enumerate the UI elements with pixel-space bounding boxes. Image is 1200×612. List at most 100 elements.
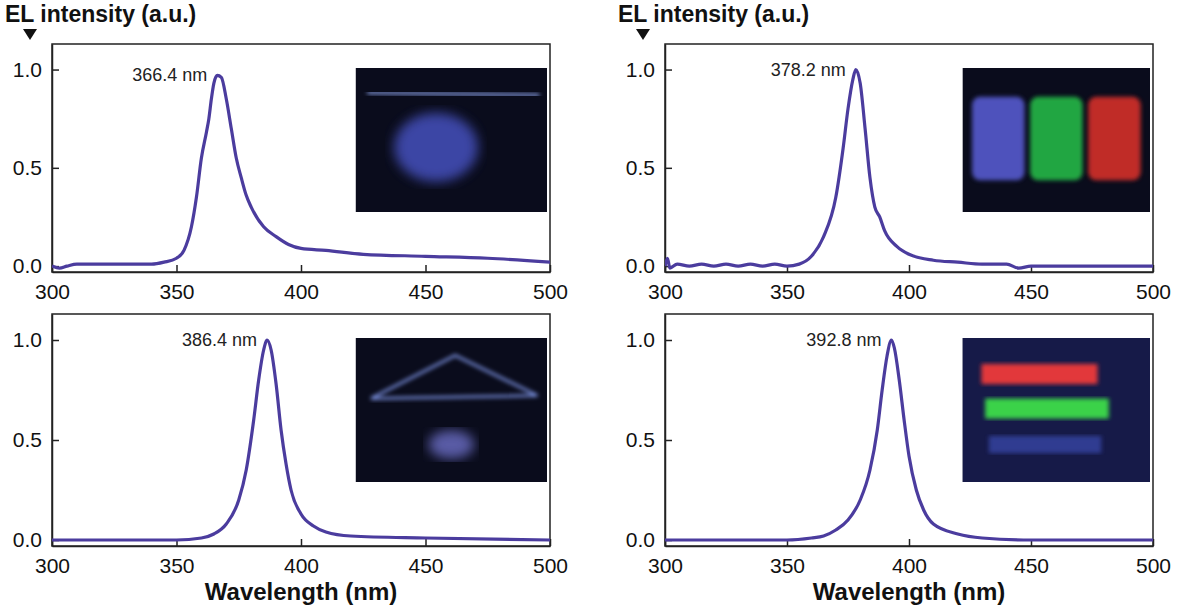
peak-label: 392.8 nm: [806, 330, 881, 350]
inset-photo: [963, 68, 1150, 212]
x-tick-label: 300: [35, 554, 70, 577]
y-axis-line: [52, 45, 54, 273]
panel: 3003504004505000.00.51.0366.4 nmEL inten…: [5, 1, 568, 303]
inset-background: [356, 338, 547, 482]
y-tick-label: 0.5: [13, 156, 42, 179]
y-tick: 1.0: [626, 58, 672, 81]
x-tick-mark: [550, 265, 552, 272]
x-tick-label: 300: [35, 280, 70, 303]
x-axis-title: Wavelength (nm): [205, 578, 397, 605]
y-tick-label: 0.0: [626, 254, 655, 277]
y-tick-mark: [665, 440, 672, 442]
x-tick-label: 400: [892, 280, 927, 303]
peak-label: 366.4 nm: [132, 65, 207, 85]
inset-print: [981, 364, 1097, 384]
x-tick-mark: [909, 265, 911, 272]
y-tick-label: 0.0: [626, 528, 655, 551]
y-tick: 1.0: [626, 328, 672, 351]
inset-background: [963, 338, 1150, 482]
y-tick-label: 1.0: [626, 328, 655, 351]
y-tick: 0.5: [13, 428, 59, 451]
inset-haze: [963, 338, 1150, 482]
x-tick: 400: [892, 539, 927, 577]
inset-photo: [963, 338, 1150, 482]
inset-vial: [1088, 97, 1140, 181]
x-tick-mark: [301, 265, 303, 272]
y-tick-label: 0.5: [626, 156, 655, 179]
y-tick-label: 0.5: [13, 428, 42, 451]
x-tick: 450: [408, 265, 443, 303]
y-tick-mark: [52, 168, 59, 170]
x-tick-label: 300: [648, 554, 683, 577]
x-tick-label: 500: [1136, 280, 1171, 303]
y-tick: 1.0: [13, 58, 59, 81]
plot-area: [665, 340, 1153, 540]
spectrum-line: [665, 340, 1153, 540]
inset-vial: [1030, 97, 1082, 181]
y-tick-mark: [52, 69, 59, 71]
x-tick: 450: [1014, 265, 1049, 303]
y-tick: 0.5: [626, 428, 672, 451]
x-tick: 500: [533, 539, 568, 577]
y-axis: 0.0 0.5 1.0: [626, 45, 672, 278]
inset-edge: [371, 355, 537, 398]
inset-print: [989, 436, 1101, 453]
x-tick: 500: [533, 265, 568, 303]
y-axis: 0.0 0.5 1.0: [13, 45, 59, 278]
y-tick: 0.5: [626, 156, 672, 179]
x-axis: 300350400450500: [35, 265, 568, 303]
chart-canvas: 300 350 400 450 500 0.0 0.5 1.0 366.4 nm EL inten…: [0, 0, 1200, 612]
x-tick-label: 350: [770, 554, 805, 577]
panel: 3003504004505000.00.51.0392.8 nmWaveleng…: [626, 314, 1171, 605]
x-tick-mark: [301, 539, 303, 546]
y-tick: 0.5: [13, 156, 59, 179]
y-axis-title: EL intensity (a.u.): [5, 1, 196, 27]
x-tick-mark: [909, 539, 911, 546]
x-tick-label: 500: [533, 554, 568, 577]
y-tick-mark: [665, 69, 672, 71]
x-tick: 350: [159, 539, 194, 577]
x-tick-label: 450: [1014, 280, 1049, 303]
x-tick-label: 450: [1014, 554, 1049, 577]
x-axis: 300350400450500: [35, 539, 568, 577]
x-tick: 400: [892, 265, 927, 303]
y-tick-mark: [52, 340, 59, 342]
x-tick: 500: [1136, 539, 1171, 577]
x-tick: 350: [770, 539, 805, 577]
y-tick-label: 1.0: [626, 58, 655, 81]
x-tick: 450: [408, 539, 443, 577]
x-axis: 300 350 400 450 500: [648, 265, 1171, 303]
x-tick-label: 350: [159, 554, 194, 577]
y-axis-line: [52, 315, 54, 547]
panel: 3003504004505000.00.51.0378.2 nmEL inten…: [618, 1, 1171, 303]
inset-print: [985, 398, 1109, 418]
x-tick-label: 350: [770, 280, 805, 303]
inset-photo: [356, 338, 547, 482]
y-tick-mark: [665, 340, 672, 342]
y-tick-label: 1.0: [13, 328, 42, 351]
x-tick-label: 400: [284, 280, 319, 303]
inset-background: [963, 68, 1150, 212]
inset-background: [356, 68, 547, 212]
y-tick-mark: [52, 440, 59, 442]
x-tick-mark: [176, 265, 178, 272]
y-tick-label: 1.0: [13, 58, 42, 81]
y-axis: 0.0 0.5 1.0: [626, 315, 672, 552]
y-axis-line: [665, 45, 667, 273]
inset-photo: [356, 68, 547, 212]
y-tick-label: 0.0: [13, 254, 42, 277]
x-tick-label: 300: [648, 280, 683, 303]
spectrum-line: [665, 70, 1153, 269]
y-axis-marker: [636, 29, 650, 40]
y-axis-line: [665, 315, 667, 547]
inset-glow: [428, 430, 474, 459]
x-tick-label: 500: [533, 280, 568, 303]
plot-frame: [52, 314, 550, 546]
x-tick-mark: [425, 265, 427, 272]
plot-area: [665, 70, 1153, 269]
peak-label: 386.4 nm: [182, 330, 257, 350]
plot-frame: [52, 44, 550, 272]
y-tick-mark: [665, 168, 672, 170]
inset-glow: [394, 113, 478, 182]
plot-frame: [665, 314, 1153, 546]
